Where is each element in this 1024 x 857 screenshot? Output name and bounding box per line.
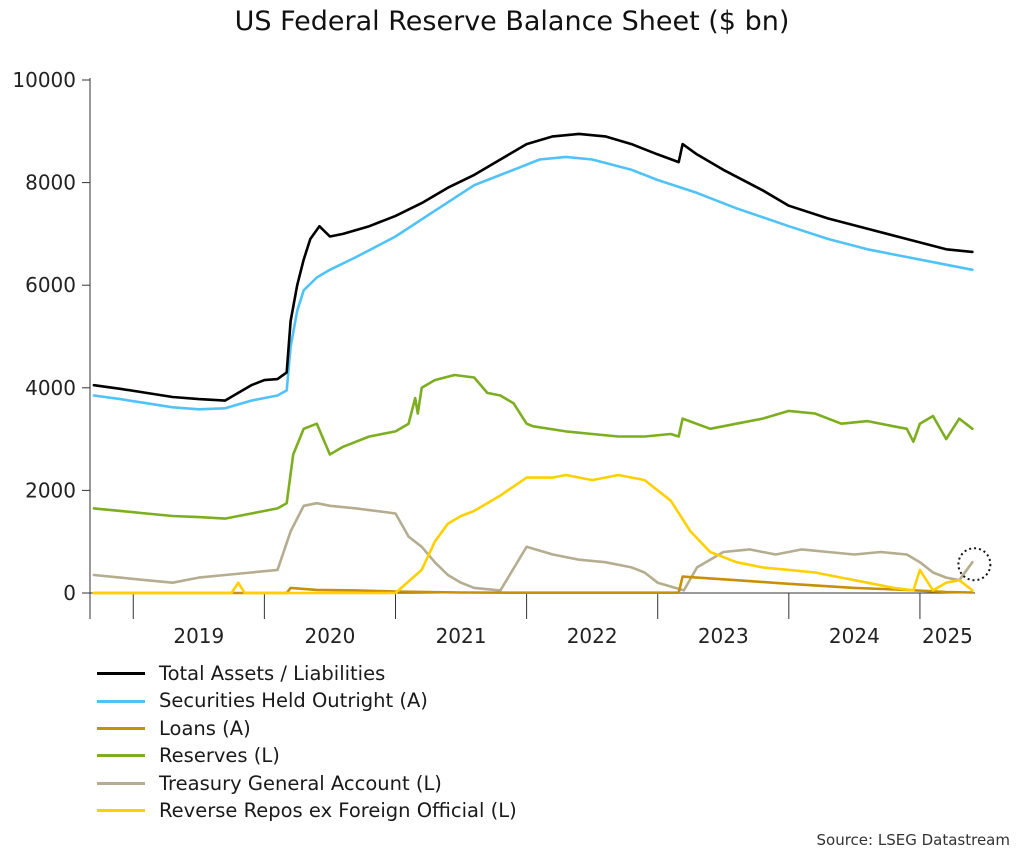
y-tick-label: 6000 (25, 273, 76, 297)
y-tick-label: 4000 (25, 376, 76, 400)
x-axis: 2019 2020 2021 2022 2023 2024 2025 (89, 592, 975, 648)
legend-swatch (97, 726, 145, 730)
x-tick-label: 2021 (436, 624, 487, 648)
legend-label: Securities Held Outright (A) (159, 689, 428, 713)
legend-swatch (97, 781, 145, 785)
legend-label: Loans (A) (159, 716, 251, 740)
x-tick-label: 2025 (922, 624, 973, 648)
legend-item: Reserves (L) (97, 742, 517, 769)
x-tick-label: 2023 (698, 624, 749, 648)
legend-label: Reserves (L) (159, 744, 280, 768)
y-tick-label: 10000 (12, 68, 76, 92)
legend-item: Treasury General Account (L) (97, 770, 517, 797)
x-tick-label: 2022 (567, 624, 618, 648)
y-tick-label: 8000 (25, 171, 76, 195)
x-tick-label: 2020 (304, 624, 355, 648)
legend-item: Loans (A) (97, 715, 517, 742)
legend-swatch (97, 699, 145, 703)
legend-item: Reverse Repos ex Foreign Official (L) (97, 797, 517, 824)
y-axis: 0 2000 4000 6000 8000 10000 (12, 68, 91, 605)
x-tick-label: 2024 (829, 624, 880, 648)
legend-swatch (97, 754, 145, 758)
series-lines (92, 132, 974, 595)
series-line-reverse-repos-ex-foreign-official-l (92, 473, 974, 595)
source-note: Source: LSEG Datastream (816, 831, 1010, 849)
legend-swatch (97, 672, 145, 676)
series-line-securities-held-outright-a (92, 155, 974, 411)
legend-item: Securities Held Outright (A) (97, 687, 517, 714)
y-tick-label: 2000 (25, 478, 76, 502)
legend-label: Reverse Repos ex Foreign Official (L) (159, 798, 517, 822)
y-tick-label: 0 (63, 581, 76, 605)
chart-title: US Federal Reserve Balance Sheet ($ bn) (234, 6, 790, 37)
latest-value-highlight-circle (957, 547, 992, 582)
series-line-loans-a (92, 575, 974, 595)
legend-label: Treasury General Account (L) (159, 771, 442, 795)
series-line-reserves-l (92, 373, 974, 520)
legend-swatch (97, 809, 145, 813)
legend-item: Total Assets / Liabilities (97, 660, 517, 687)
series-line-total-assets-liabilities (92, 132, 974, 402)
legend: Total Assets / Liabilities Securities Hel… (97, 660, 517, 824)
x-tick-label: 2019 (173, 624, 224, 648)
legend-label: Total Assets / Liabilities (159, 662, 386, 685)
series-line-treasury-general-account-l (92, 501, 974, 592)
